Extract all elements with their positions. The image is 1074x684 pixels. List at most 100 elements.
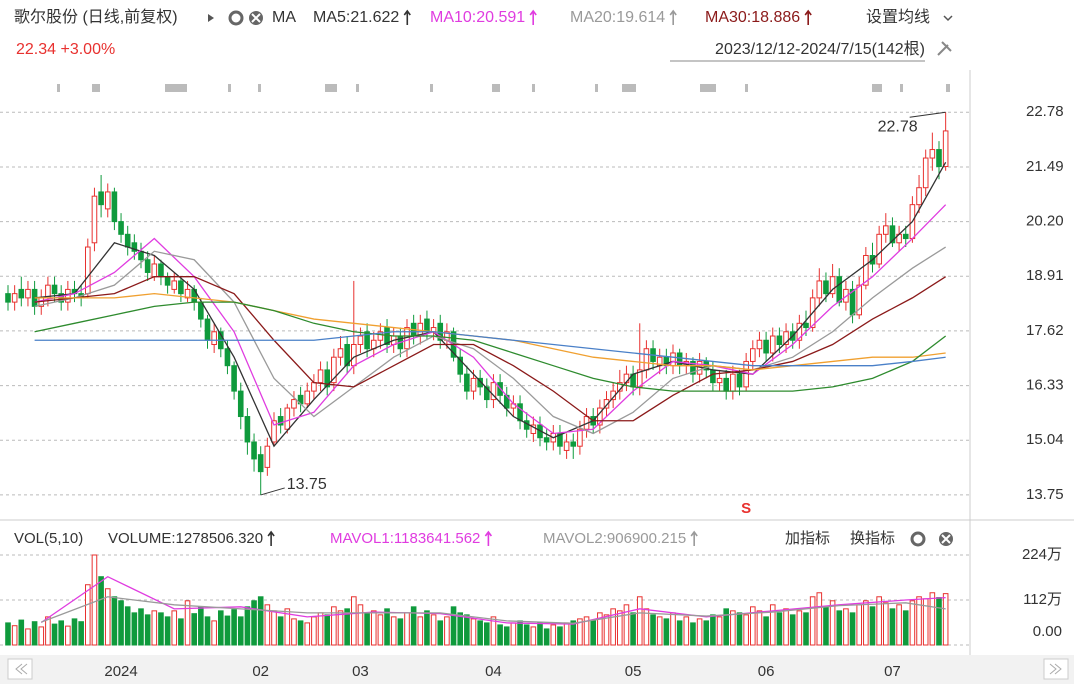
volume-bar — [65, 625, 71, 646]
gear-icon[interactable] — [228, 10, 244, 26]
candle-body — [271, 420, 277, 443]
candle-body — [377, 331, 384, 341]
x-tick-label: 05 — [625, 663, 642, 680]
volume-bar — [304, 622, 311, 646]
volume-bar — [337, 610, 344, 646]
x-tick-label: 03 — [352, 663, 369, 680]
volume-bar — [450, 606, 457, 646]
candle-body — [750, 348, 756, 362]
candle-body — [670, 352, 676, 367]
candle-body — [344, 343, 350, 367]
candle-body — [304, 390, 311, 405]
candle-body — [151, 263, 158, 278]
candle-body — [922, 157, 929, 189]
y-tick-label: 15.04 — [1026, 431, 1064, 448]
volume-bar — [683, 616, 690, 646]
candle-body — [324, 369, 330, 388]
volume-bar — [836, 610, 843, 646]
candle-body — [337, 348, 344, 358]
volume-bar — [942, 593, 949, 646]
add-indicator[interactable]: 加指标 — [785, 530, 830, 547]
scroll-left[interactable] — [7, 658, 33, 680]
volume-bar — [237, 616, 244, 646]
volume-bar — [577, 618, 583, 646]
volume-bar — [470, 618, 477, 646]
event-icons — [57, 84, 950, 92]
candle-body — [863, 255, 869, 286]
x-tick-label: 06 — [758, 663, 775, 680]
y-tick-label: 13.75 — [1026, 486, 1064, 503]
candle-body — [11, 293, 18, 303]
candle-body — [164, 276, 171, 286]
candle-body — [477, 377, 483, 388]
ma-line — [34, 204, 947, 435]
candle-body — [936, 149, 942, 168]
candle-body — [736, 373, 743, 388]
candle-body — [816, 280, 823, 299]
mavol-line — [40, 575, 946, 625]
candle-body — [710, 369, 716, 384]
candle-body — [51, 284, 58, 295]
volume-bar — [397, 618, 404, 646]
volume-bar — [484, 622, 490, 646]
ma-legend: MA10:20.591 — [430, 9, 525, 26]
volume-bar — [178, 618, 184, 646]
volume-bar — [38, 626, 45, 646]
gear-icon[interactable] — [910, 531, 926, 547]
candle-body — [530, 424, 537, 434]
volume-bar — [417, 616, 424, 646]
candle-body — [104, 191, 111, 210]
candle-body — [251, 441, 257, 460]
volume-bar — [18, 619, 25, 646]
annotation-arrow — [260, 487, 285, 496]
volume-bar — [783, 608, 789, 646]
expand-icon[interactable] — [208, 14, 214, 22]
candle-body — [351, 343, 357, 367]
volume-bar — [297, 620, 304, 646]
candle-body — [424, 318, 430, 333]
switch-indicator[interactable]: 换指标 — [850, 530, 895, 547]
candle-body — [171, 280, 178, 290]
candle-body — [5, 293, 11, 303]
volume-bar — [25, 628, 31, 646]
candle-body — [902, 233, 909, 240]
volume-bar — [557, 626, 563, 646]
pin-icon[interactable] — [937, 41, 952, 56]
volume-bar — [663, 618, 670, 646]
candle-body — [883, 225, 889, 235]
volume-bar — [570, 620, 577, 646]
volume-bar — [424, 610, 430, 646]
volume-bar — [710, 614, 716, 646]
volume-bar — [257, 596, 264, 646]
candle-body — [803, 322, 809, 329]
candle-body — [257, 454, 264, 473]
candle-body — [98, 191, 104, 206]
annotation-arrow — [909, 111, 946, 118]
volume-bar — [543, 628, 550, 646]
volume-bar — [444, 616, 450, 646]
annotation: 13.75 — [287, 476, 327, 493]
candle-body — [776, 335, 783, 345]
volume-bar — [756, 610, 763, 646]
volume-bar — [111, 596, 118, 646]
volume-bar — [916, 596, 922, 646]
volume-bar — [716, 616, 723, 646]
mavol-legend: MAVOL2:906900.215 — [543, 530, 686, 547]
candle-body — [929, 149, 936, 159]
ma-label: MA — [272, 9, 296, 26]
chevron — [943, 15, 953, 22]
mavol-line — [41, 596, 946, 624]
ma-settings[interactable]: 设置均线 — [866, 8, 930, 26]
volume-bar — [869, 606, 876, 646]
y-tick-label: 22.78 — [1026, 103, 1064, 120]
volume-bar — [523, 624, 530, 646]
ma-line — [34, 161, 947, 448]
candle-body — [184, 288, 191, 299]
candle-body — [331, 356, 337, 384]
volume-bar — [603, 614, 610, 646]
volume-bar — [211, 620, 217, 646]
volume-bar — [404, 612, 410, 646]
x-tick-label: 2024 — [104, 663, 137, 680]
candle-body — [464, 373, 470, 392]
